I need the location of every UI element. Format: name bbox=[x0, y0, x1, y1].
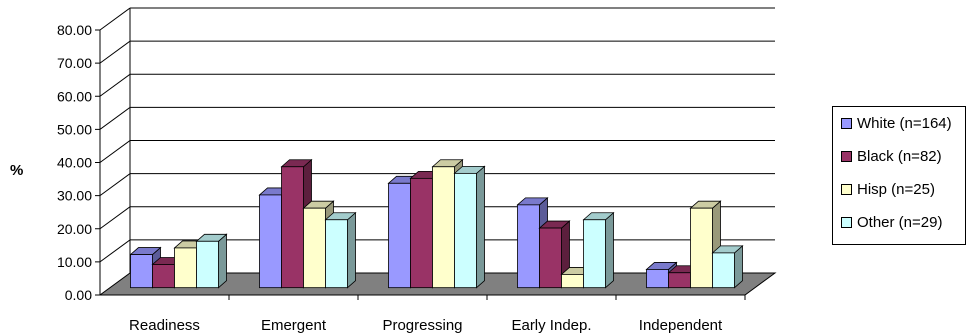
legend-item: White (n=164) bbox=[841, 115, 952, 132]
x-tick-label: Readiness bbox=[129, 317, 200, 334]
bar bbox=[711, 245, 744, 289]
legend-item: Hisp (n=25) bbox=[841, 181, 935, 198]
gridline-depth bbox=[99, 106, 131, 130]
gridline-depth bbox=[99, 7, 131, 31]
x-tick-labels: Readiness Emergent Progressing Early Indep.… bbox=[129, 317, 723, 334]
legend-label: Hisp (n=25) bbox=[857, 181, 935, 198]
y-tick-label: 0.00 bbox=[65, 287, 92, 303]
y-tick-label: 60.00 bbox=[57, 88, 92, 104]
bar-front bbox=[196, 240, 219, 289]
bar-front bbox=[517, 204, 540, 289]
bar-front bbox=[174, 247, 197, 289]
x-tick-label: Emergent bbox=[261, 317, 327, 334]
bar-front bbox=[325, 219, 348, 289]
gridline-depth bbox=[99, 206, 131, 230]
y-tick-label: 10.00 bbox=[57, 254, 92, 270]
x-tick-label: Progressing bbox=[382, 317, 462, 334]
y-tick-label: 40.00 bbox=[57, 155, 92, 171]
legend-swatch bbox=[841, 184, 852, 195]
legend-label: White (n=164) bbox=[857, 115, 952, 132]
bar-front bbox=[668, 272, 691, 289]
legend-item: Black (n=82) bbox=[841, 148, 942, 165]
y-tick-label: 50.00 bbox=[57, 121, 92, 137]
gridline-depth bbox=[99, 73, 131, 97]
bar-side bbox=[476, 165, 485, 289]
bar-front bbox=[388, 182, 411, 289]
bar bbox=[195, 233, 228, 289]
bar-side bbox=[605, 211, 614, 289]
y-tick-label: 80.00 bbox=[57, 22, 92, 38]
y-tick-label: 20.00 bbox=[57, 221, 92, 237]
bar-front bbox=[303, 207, 326, 289]
bar-front bbox=[712, 252, 735, 289]
y-tick-labels: 0.00 10.00 20.00 30.00 40.00 50.00 60.00 70.00 8… bbox=[57, 22, 92, 303]
bar-front bbox=[690, 207, 713, 289]
bar-front bbox=[130, 254, 153, 289]
bar-front bbox=[432, 166, 455, 289]
y-axis-label: % bbox=[10, 162, 23, 179]
bar-front bbox=[281, 166, 304, 289]
bar-side bbox=[347, 211, 356, 289]
x-tick-label: Early Indep. bbox=[511, 317, 591, 334]
y-tick-label: 70.00 bbox=[57, 55, 92, 71]
gridline-depth bbox=[99, 40, 131, 64]
legend-swatch bbox=[841, 217, 852, 228]
legend-swatch bbox=[841, 118, 852, 129]
legend-label: Black (n=82) bbox=[857, 148, 942, 165]
legend-item: Other (n=29) bbox=[841, 214, 942, 231]
legend-label: Other (n=29) bbox=[857, 214, 943, 231]
bar-front bbox=[561, 274, 584, 289]
axes bbox=[99, 8, 746, 300]
legend: White (n=164) Black (n=82) Hisp (n=25) O… bbox=[832, 106, 966, 245]
bar-front bbox=[454, 172, 477, 289]
legend-swatch bbox=[841, 151, 852, 162]
bar-front bbox=[539, 227, 562, 289]
gridline-depth bbox=[99, 140, 131, 163]
bar-side bbox=[218, 233, 227, 289]
bars bbox=[129, 158, 744, 289]
bar-front bbox=[646, 269, 669, 289]
bar bbox=[453, 165, 486, 289]
gridline-depth bbox=[99, 239, 131, 263]
bar-front bbox=[583, 219, 606, 289]
bar-front bbox=[259, 194, 282, 289]
bar bbox=[582, 211, 615, 289]
x-tick-label: Independent bbox=[639, 317, 723, 334]
bar-front bbox=[410, 177, 433, 289]
gridline-depth bbox=[99, 173, 131, 197]
y-tick-label: 30.00 bbox=[57, 188, 92, 204]
bar-front bbox=[152, 264, 175, 289]
bar bbox=[324, 211, 357, 289]
